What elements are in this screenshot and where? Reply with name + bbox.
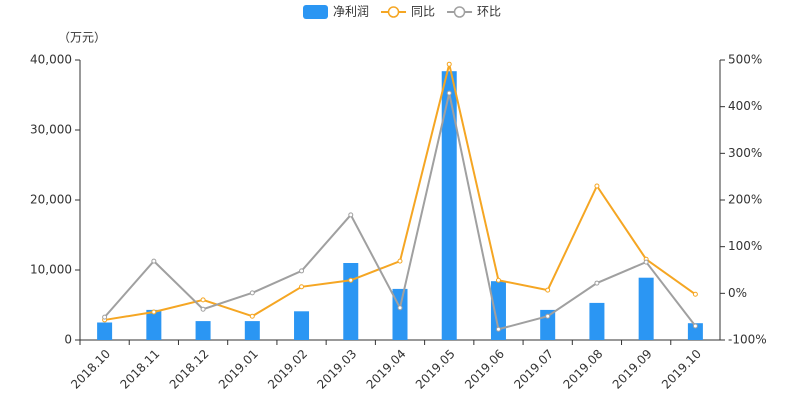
- x-tick-label: 2019.09: [610, 347, 655, 392]
- point: [692, 323, 698, 329]
- point: [495, 326, 501, 332]
- y2-tick-label: 500%: [728, 53, 762, 67]
- point: [151, 309, 157, 315]
- bar: [589, 302, 605, 340]
- legend-swatch: [303, 5, 328, 19]
- point: [299, 284, 305, 290]
- point: [200, 297, 206, 303]
- bar: [244, 321, 260, 340]
- point: [397, 258, 403, 264]
- x-tick-label: 2019.10: [659, 347, 704, 392]
- point: [348, 277, 354, 283]
- point: [594, 183, 600, 189]
- bar: [343, 263, 359, 340]
- x-tick-label: 2019.08: [561, 347, 606, 392]
- point: [545, 313, 551, 319]
- point: [102, 314, 108, 320]
- point: [446, 61, 452, 67]
- point: [692, 291, 698, 297]
- unit-label: （万元）: [58, 31, 106, 45]
- bar: [97, 322, 113, 340]
- bar: [195, 321, 211, 340]
- x-tick-label: 2018.10: [68, 347, 113, 392]
- point: [348, 212, 354, 218]
- point: [495, 277, 501, 283]
- y2-tick-label: 0%: [728, 286, 747, 300]
- bar: [687, 323, 703, 340]
- y2-tick-label: -100%: [728, 333, 767, 347]
- point: [200, 306, 206, 312]
- bar: [441, 71, 457, 340]
- x-tick-label: 2019.01: [216, 347, 261, 392]
- x-tick-label: 2019.04: [364, 347, 409, 392]
- y-tick-label: 20,000: [30, 193, 72, 207]
- bar: [638, 277, 654, 340]
- legend-label: 净利润: [333, 5, 369, 19]
- x-tick-label: 2019.02: [265, 347, 310, 392]
- bar: [490, 281, 506, 340]
- y2-tick-label: 400%: [728, 99, 762, 113]
- y-tick-label: 40,000: [30, 53, 72, 67]
- legend-swatch: [387, 6, 400, 18]
- legend: 净利润 同比 环比: [303, 5, 501, 19]
- legend-label: 环比: [477, 5, 501, 19]
- point: [299, 268, 305, 274]
- point: [545, 287, 551, 293]
- x-tick-label: 2019.07: [511, 347, 556, 392]
- point: [397, 305, 403, 311]
- y2-tick-label: 300%: [728, 146, 762, 160]
- point: [249, 290, 255, 296]
- legend-label: 同比: [411, 5, 435, 19]
- y-tick-label: 10,000: [30, 263, 72, 277]
- x-tick-label: 2019.05: [413, 347, 458, 392]
- x-tick-label: 2019.06: [462, 347, 507, 392]
- point: [249, 313, 255, 319]
- point: [594, 280, 600, 286]
- bar: [294, 311, 310, 340]
- x-tick-label: 2018.11: [117, 347, 162, 392]
- y-tick-label: 30,000: [30, 123, 72, 137]
- point: [151, 258, 157, 264]
- point: [446, 90, 452, 96]
- x-tick-label: 2018.12: [167, 347, 212, 392]
- legend-swatch: [453, 6, 466, 18]
- y2-tick-label: 100%: [728, 239, 762, 253]
- bar: [146, 309, 162, 340]
- y-tick-label: 0: [64, 333, 72, 347]
- point: [643, 259, 649, 265]
- line: [104, 63, 696, 321]
- x-tick-label: 2019.03: [314, 347, 359, 392]
- y2-tick-label: 200%: [728, 193, 762, 207]
